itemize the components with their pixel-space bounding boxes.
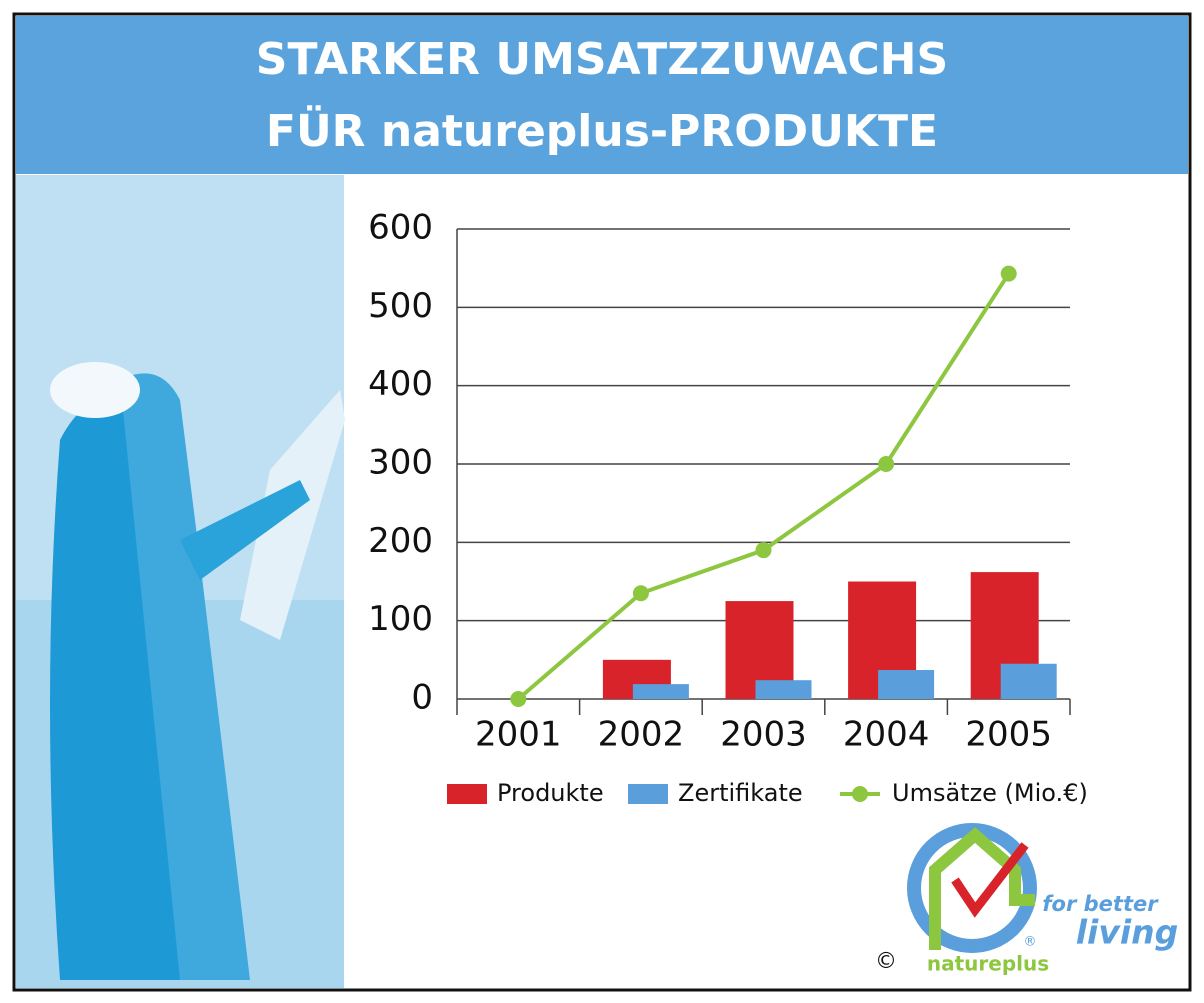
y-tick-label: 500 [368, 286, 433, 326]
bar [755, 680, 812, 699]
y-tick-label: 100 [368, 599, 433, 639]
legend-label: Produkte [497, 779, 604, 807]
y-tick-label: 300 [368, 443, 433, 483]
legend-swatch [447, 784, 487, 804]
photo [16, 175, 345, 988]
logo-tagline: for better [1042, 892, 1159, 916]
logo-registered: ® [1024, 935, 1037, 950]
point [510, 691, 527, 707]
legend-swatch [852, 786, 868, 802]
y-tick-label: 200 [368, 521, 433, 561]
x-tick-label: 2005 [965, 715, 1052, 755]
legend-label: Zertifikate [678, 779, 803, 807]
copyright: © [875, 949, 897, 974]
title-line: STARKER UMSATZZUWACHS [256, 34, 948, 85]
y-tick-label: 400 [368, 364, 433, 404]
x-tick-label: 2004 [843, 715, 930, 755]
point [878, 456, 895, 472]
title-line: FÜR natureplus-PRODUKTE [266, 104, 938, 157]
bar [1000, 663, 1057, 699]
point [755, 542, 772, 559]
y-tick-label: 0 [411, 678, 433, 718]
bar [632, 684, 689, 699]
y-tick-label: 600 [368, 208, 433, 248]
logo [907, 823, 1037, 953]
point [1000, 265, 1017, 282]
title-band [16, 16, 1188, 174]
point [632, 585, 649, 602]
logo-tagline: living [1076, 913, 1179, 952]
x-tick-label: 2001 [475, 715, 562, 755]
logo-brand: natureplus [927, 952, 1049, 976]
legend-label: Umsätze (Mio.€) [892, 779, 1088, 807]
bar [878, 670, 935, 699]
legend-swatch [628, 784, 668, 804]
x-tick-label: 2002 [598, 715, 685, 755]
x-tick-label: 2003 [720, 715, 807, 755]
